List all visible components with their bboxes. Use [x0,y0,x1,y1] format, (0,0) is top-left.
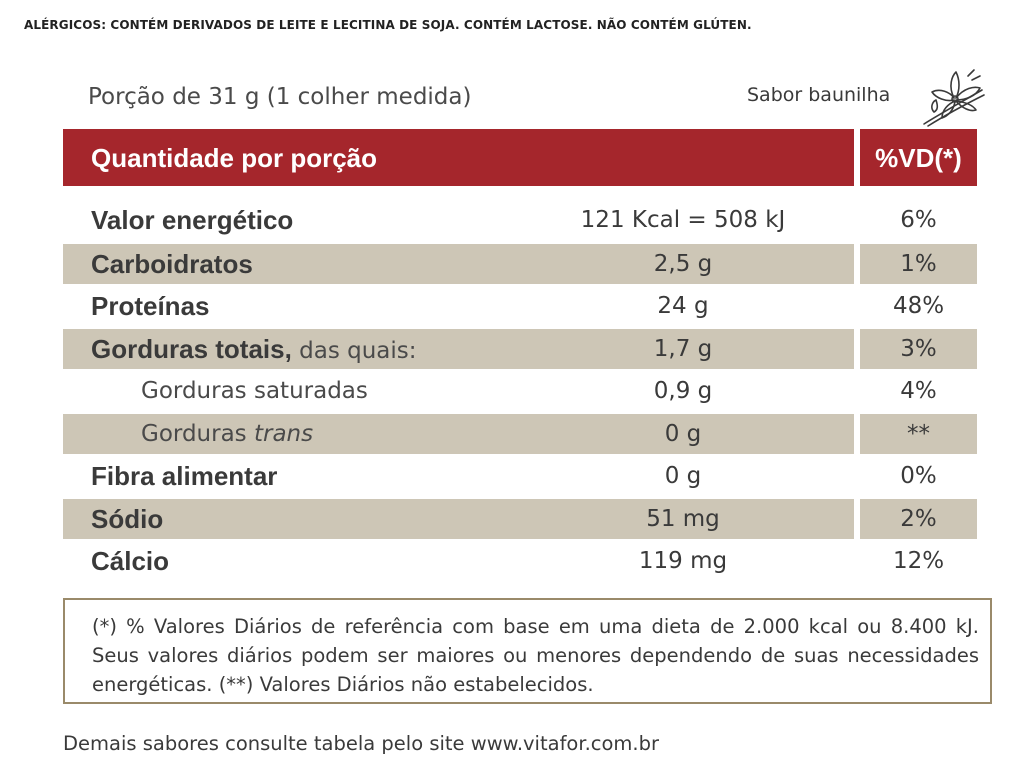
nutrient-label: Valor energético [91,205,294,235]
table-row: Valor energético 121 Kcal = 508 kJ 6% [63,200,977,240]
nutrient-amount: 51 mg [646,506,720,532]
nutrient-amount: 0 g [664,421,702,447]
website-note: Demais sabores consulte tabela pelo site… [63,732,660,755]
nutrient-amount: 121 Kcal = 508 kJ [580,207,786,233]
table-row: Sódio 51 mg 2% [63,499,977,539]
table-row: Gorduras saturadas 0,9 g 4% [63,371,977,411]
nutrient-vd: 6% [900,207,937,233]
table-header-quantity: Quantidade por porção [63,129,854,186]
nutrient-amount: 1,7 g [653,336,713,362]
nutrient-vd: 1% [900,251,937,277]
nutrient-vd: 2% [900,506,937,532]
nutrient-label: Fibra alimentar [91,461,278,491]
nutrient-amount: 0,9 g [653,378,713,404]
footnote-box: (*) % Valores Diários de referência com … [63,598,992,704]
nutrient-amount: 0 g [664,463,702,489]
nutrient-label: Cálcio [91,546,170,576]
nutrient-sublabel-main: Gorduras [141,421,254,447]
portion-size: Porção de 31 g (1 colher medida) [88,84,472,110]
nutrient-vd: 48% [892,293,945,319]
table-row: Cálcio 119 mg 12% [63,541,977,581]
allergen-notice: ALÉRGICOS: CONTÉM DERIVADOS DE LEITE E L… [24,18,752,32]
nutrient-sublabel-italic: trans [253,421,314,447]
table-row: Fibra alimentar 0 g 0% [63,456,977,496]
nutrient-vd: ** [907,421,930,447]
table-header-vd: %VD(*) [860,129,977,186]
nutrient-amount: 119 mg [638,548,728,574]
table-row: Gorduras totais, das quais: 1,7 g 3% [63,329,977,369]
table-row: Gorduras trans 0 g ** [63,414,977,454]
nutrient-label-main: Gorduras totais, [91,334,292,364]
nutrient-sublabel: Gorduras saturadas [141,378,368,404]
table-header-label: Quantidade por porção [91,143,378,173]
nutrient-vd: 3% [900,336,937,362]
vanilla-flower-icon [923,69,985,127]
nutrient-amount: 24 g [657,293,709,319]
nutrient-label: Proteínas [91,291,210,321]
nutrient-vd: 0% [900,463,937,489]
nutrient-sublabel: Gorduras trans [141,421,313,447]
nutrient-label: Sódio [91,504,164,534]
footnote-text: (*) % Valores Diários de referência com … [92,615,979,696]
table-row: Carboidratos 2,5 g 1% [63,244,977,284]
table-row: Proteínas 24 g 48% [63,286,977,326]
table-header-vd-label: %VD(*) [875,143,962,173]
nutrient-label: Carboidratos [91,249,253,279]
flavor-label: Sabor baunilha [747,84,891,106]
nutrient-label-suffix: das quais: [291,338,417,364]
nutrient-label: Gorduras totais, das quais: [91,334,417,365]
nutrient-amount: 2,5 g [653,251,713,277]
nutrient-vd: 4% [900,378,937,404]
nutrient-vd: 12% [892,548,945,574]
